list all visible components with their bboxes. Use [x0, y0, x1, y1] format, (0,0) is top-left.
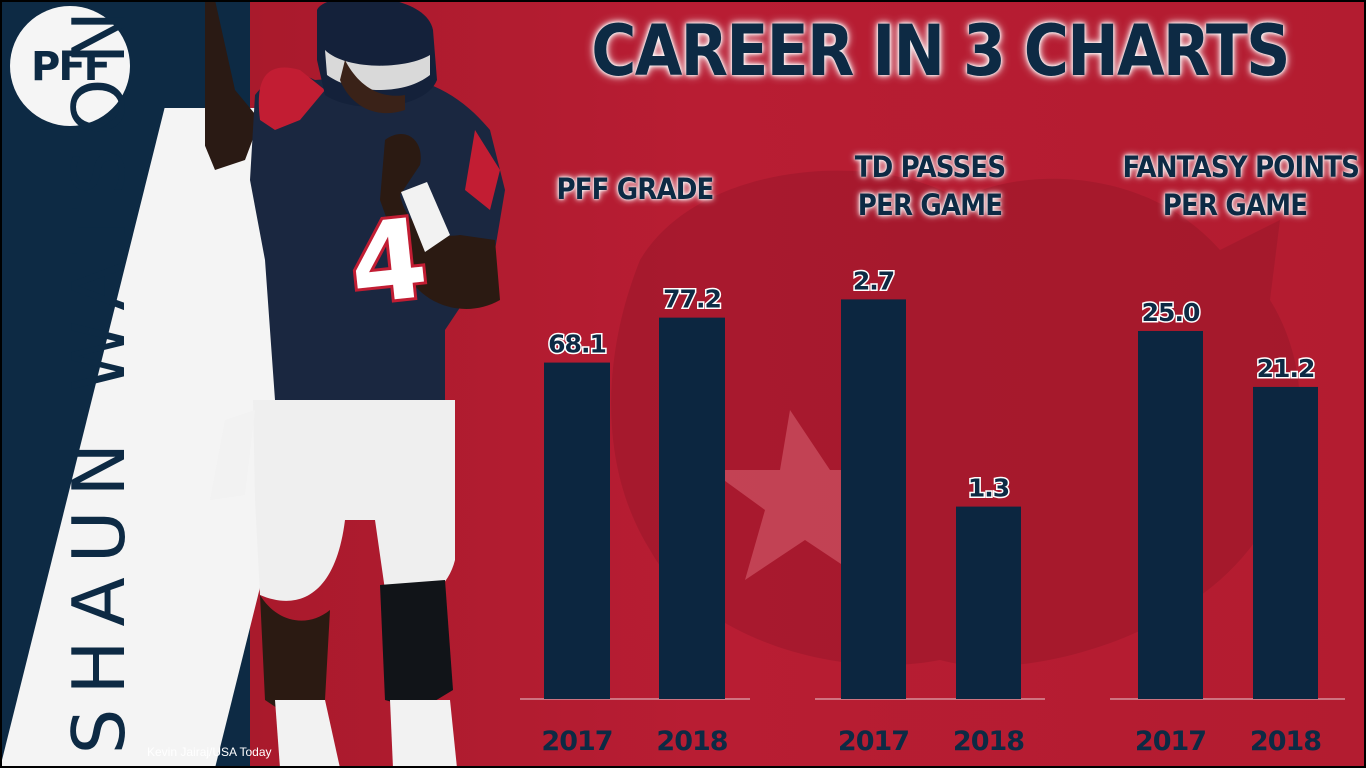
pff-logo: PFF	[10, 6, 130, 126]
chart-title-td-passes: TD PASSES PER GAME	[840, 148, 1020, 224]
year-label: 2017	[838, 726, 909, 757]
value-label: 77.2	[663, 285, 721, 314]
player-photo: 4	[205, 0, 505, 768]
year-label: 2018	[656, 726, 727, 757]
jersey-number: 4	[344, 194, 434, 329]
chart-title-line-2: PER GAME	[857, 188, 1003, 222]
chart-title-fantasy-points: FANTASY POINTS PER GAME	[1122, 148, 1360, 224]
chart-title-line-2: PER GAME	[1162, 188, 1308, 222]
value-label: 2.7	[853, 266, 894, 295]
year-label: 2017	[1135, 726, 1206, 757]
pff-logo-text: PFF	[31, 44, 111, 90]
value-label: 1.3	[968, 474, 1009, 503]
bar-2018	[659, 317, 725, 699]
bar-2017	[544, 362, 610, 699]
bar-2017	[1138, 331, 1203, 699]
year-label: 2018	[953, 726, 1024, 757]
chart-title-line: PFF GRADE	[556, 172, 715, 206]
year-label: 2018	[1250, 726, 1321, 757]
bar-2018	[1253, 386, 1318, 699]
chart-title-pff-grade: PFF GRADE	[550, 170, 721, 208]
chart-title-line-1: FANTASY POINTS	[1122, 150, 1360, 184]
value-label: 68.1	[548, 330, 606, 359]
main-title: CAREER IN 3 CHARTS	[591, 10, 1290, 92]
photo-credit: Kevin Jairaj/USA Today	[147, 745, 272, 759]
bar-2018	[956, 506, 1021, 699]
bar-2017	[841, 299, 906, 699]
value-label: 21.2	[1257, 354, 1315, 383]
year-label: 2017	[541, 726, 612, 757]
chart-title-line-1: TD PASSES	[854, 150, 1006, 184]
value-label: 25.0	[1142, 298, 1200, 327]
